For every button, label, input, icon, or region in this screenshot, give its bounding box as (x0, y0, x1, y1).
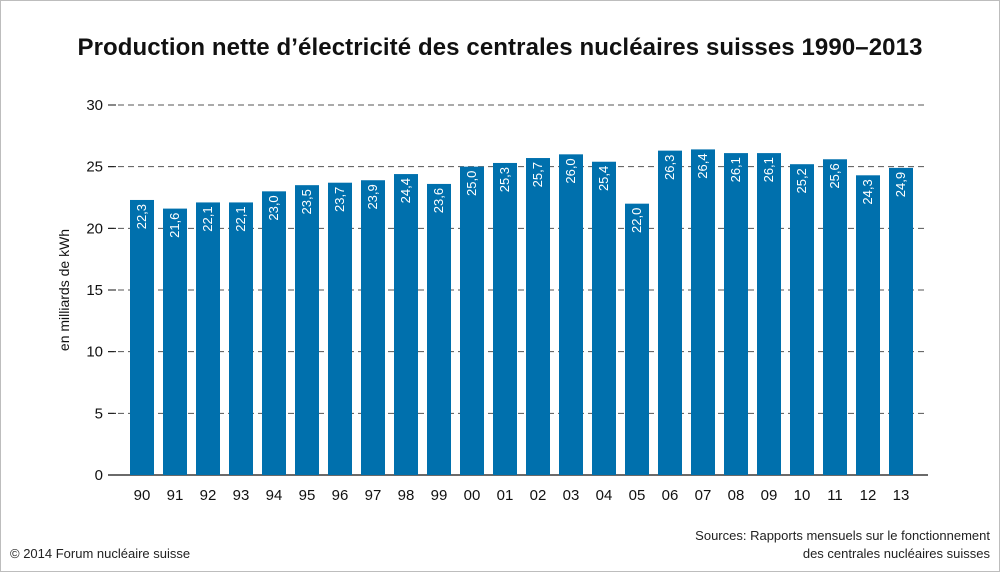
bar-value-label: 21,6 (167, 213, 182, 238)
x-tick-label: 90 (134, 487, 151, 504)
bar-value-label: 24,4 (398, 178, 413, 203)
x-tick-label: 03 (563, 487, 580, 504)
chart-title: Production nette d’électricité des centr… (77, 34, 923, 61)
bar-value-label: 22,1 (233, 206, 248, 231)
bar-value-label: 22,0 (629, 208, 644, 233)
bar (460, 166, 484, 475)
bar (592, 161, 616, 475)
bar-value-label: 23,9 (365, 184, 380, 209)
bar (559, 154, 583, 476)
bar-value-label: 25,6 (827, 163, 842, 188)
y-tick-label: 15 (86, 282, 103, 299)
y-tick-label: 5 (95, 405, 103, 422)
x-tick-label: 00 (464, 487, 481, 504)
bar-value-label: 25,4 (596, 166, 611, 191)
bar-value-label: 26,4 (695, 153, 710, 178)
bar-value-label: 26,3 (662, 155, 677, 180)
x-tick-label: 99 (431, 487, 448, 504)
bar (658, 150, 682, 475)
bar (889, 167, 913, 475)
bar (328, 182, 352, 475)
y-tick-label: 30 (86, 97, 103, 114)
y-tick-label: 25 (86, 159, 103, 176)
bar-value-label: 22,3 (134, 204, 149, 229)
bar-value-label: 25,7 (530, 162, 545, 187)
y-tick-label: 0 (95, 467, 103, 484)
bar (526, 158, 550, 476)
y-axis-label: en milliards de kWh (56, 229, 72, 351)
bar (196, 202, 220, 475)
y-tick-label: 20 (86, 220, 103, 237)
bar-value-label: 26,1 (728, 157, 743, 182)
sources: Sources: Rapports mensuels sur le foncti… (695, 527, 990, 563)
bar (130, 199, 154, 475)
copyright: © 2014 Forum nucléaire suisse (10, 546, 191, 561)
x-tick-label: 91 (167, 487, 184, 504)
bar-value-label: 23,6 (431, 188, 446, 213)
x-tick-label: 94 (266, 487, 283, 504)
x-tick-label: 04 (596, 487, 613, 504)
sources-line-1: Sources: Rapports mensuels sur le foncti… (695, 528, 990, 543)
x-tick-label: 13 (893, 487, 910, 504)
x-tick-label: 01 (497, 487, 514, 504)
bar (757, 153, 781, 475)
x-tick-label: 09 (761, 487, 778, 504)
bar-value-label: 26,0 (563, 158, 578, 183)
bar (493, 162, 517, 475)
bar-value-label: 24,9 (893, 172, 908, 197)
x-tick-label: 07 (695, 487, 712, 504)
x-tick-label: 05 (629, 487, 646, 504)
bar-value-label: 25,3 (497, 167, 512, 192)
x-tick-label: 11 (827, 487, 843, 504)
bar (262, 191, 286, 476)
x-tick-label: 98 (398, 487, 415, 504)
bar (229, 202, 253, 475)
bar (823, 159, 847, 475)
x-tick-label: 02 (530, 487, 547, 504)
bar (394, 174, 418, 476)
bar (625, 203, 649, 475)
bar-value-label: 23,7 (332, 187, 347, 212)
bars: 22,3 21,6 22,1 22,1 23,0 23,5 23,7 23,9 24,4 23,6… (130, 149, 913, 476)
bar-value-label: 23,5 (299, 189, 314, 214)
x-tick-label: 92 (200, 487, 217, 504)
bar (427, 183, 451, 475)
x-tick-label: 06 (662, 487, 679, 504)
bar (724, 153, 748, 475)
bar-value-label: 24,3 (860, 179, 875, 204)
x-tick-label: 93 (233, 487, 250, 504)
x-tick-label: 96 (332, 487, 349, 504)
bar (295, 185, 319, 475)
y-tick-label: 10 (86, 344, 103, 361)
bar-value-label: 25,0 (464, 171, 479, 196)
x-tick-label: 12 (860, 487, 877, 504)
sources-line-2: des centrales nucléaires suisses (802, 546, 990, 561)
bar (856, 175, 880, 476)
x-axis-ticks: 90 91 92 93 94 95 96 97 98 99 00 01 02 03 04 05 06 07 08 09… (134, 487, 910, 504)
bar (790, 164, 814, 475)
bar-value-label: 22,1 (200, 206, 215, 231)
bar-value-label: 25,2 (794, 168, 809, 193)
y-axis-ticks: 0 5 10 15 20 25 30 (86, 97, 103, 484)
bar (691, 149, 715, 475)
x-tick-label: 95 (299, 487, 316, 504)
bar (361, 180, 385, 475)
x-tick-label: 08 (728, 487, 745, 504)
bar (163, 208, 187, 475)
x-tick-label: 10 (794, 487, 811, 504)
x-tick-label: 97 (365, 487, 382, 504)
bar-value-label: 23,0 (266, 195, 281, 220)
bar-value-label: 26,1 (761, 157, 776, 182)
